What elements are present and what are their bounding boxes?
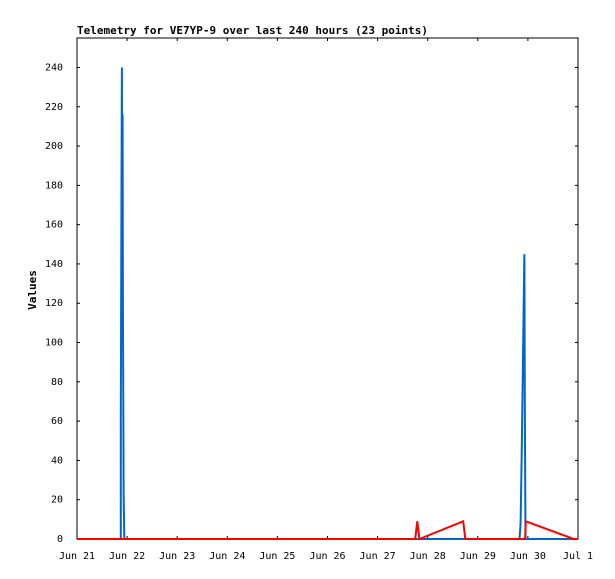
x-tick-label: Jun 23: [159, 551, 195, 562]
series-line-1: [119, 67, 578, 540]
x-axis-ticks: Jun 21 Jun 22 Jun 23 Jun 24 Jun 25 Jun 26 Jun …: [59, 38, 593, 562]
x-tick-label: Jun 24: [209, 551, 245, 562]
y-tick-label: 140: [45, 259, 63, 270]
y-tick-label: 220: [45, 102, 63, 113]
chart-title: Telemetry for VE7YP-9 over last 240 hour…: [77, 24, 428, 37]
y-tick-label: 180: [45, 180, 63, 191]
x-tick-label: Jun 21: [59, 551, 95, 562]
y-tick-label: 120: [45, 298, 63, 309]
x-tick-label: Jun 29: [460, 551, 496, 562]
y-axis-title: Values: [26, 270, 39, 310]
y-tick-label: 160: [45, 220, 63, 231]
y-tick-label: 200: [45, 141, 63, 152]
x-tick-label: Jun 28: [410, 551, 446, 562]
x-tick-label: Jun 30: [510, 551, 546, 562]
x-tick-label: Jun 26: [309, 551, 345, 562]
plot-frame: [76, 37, 579, 540]
y-tick-label: 80: [51, 377, 63, 388]
y-tick-label: 20: [51, 495, 63, 506]
y-tick-label: 240: [45, 62, 63, 73]
x-tick-label: Jun 27: [360, 551, 396, 562]
x-tick-label: Jun 25: [259, 551, 295, 562]
y-axis-ticks: 0 20 40 60 80 100 120 140 160 180 200 220 240: [45, 62, 578, 545]
series-line-2: [77, 519, 578, 541]
y-tick-label: 0: [57, 534, 63, 545]
x-tick-label: Jul 1: [563, 551, 593, 562]
x-tick-label: Jun 22: [109, 551, 145, 562]
y-tick-label: 100: [45, 338, 63, 349]
y-tick-label: 60: [51, 416, 63, 427]
series-layer: [77, 67, 578, 541]
y-tick-label: 40: [51, 455, 63, 466]
